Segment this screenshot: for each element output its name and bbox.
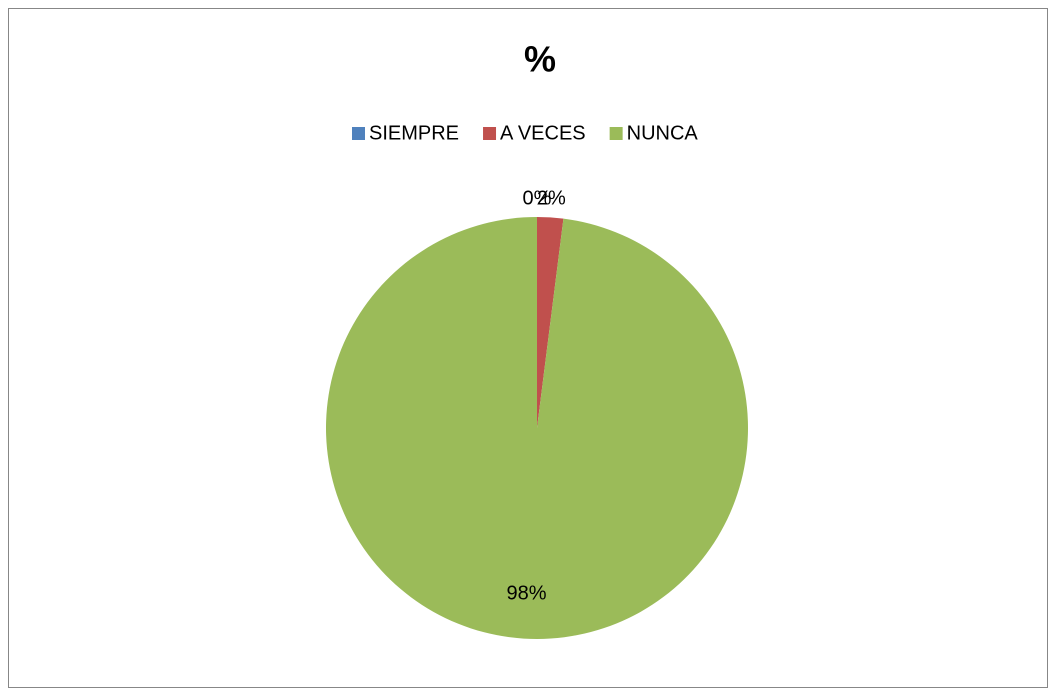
data-label: 2% [537, 188, 566, 210]
legend-label: SIEMPRE [369, 122, 459, 144]
legend-label: NUNCA [627, 122, 699, 144]
pie-slice [537, 217, 564, 428]
legend-label: A VECES [500, 122, 586, 144]
data-label: 0% [523, 187, 552, 209]
legend-swatch [609, 127, 623, 140]
legend-swatch [352, 127, 365, 140]
chart-title: % [524, 39, 556, 80]
data-label: 98% [507, 583, 547, 605]
legend-swatch [483, 127, 497, 140]
pie-slice [325, 217, 748, 639]
